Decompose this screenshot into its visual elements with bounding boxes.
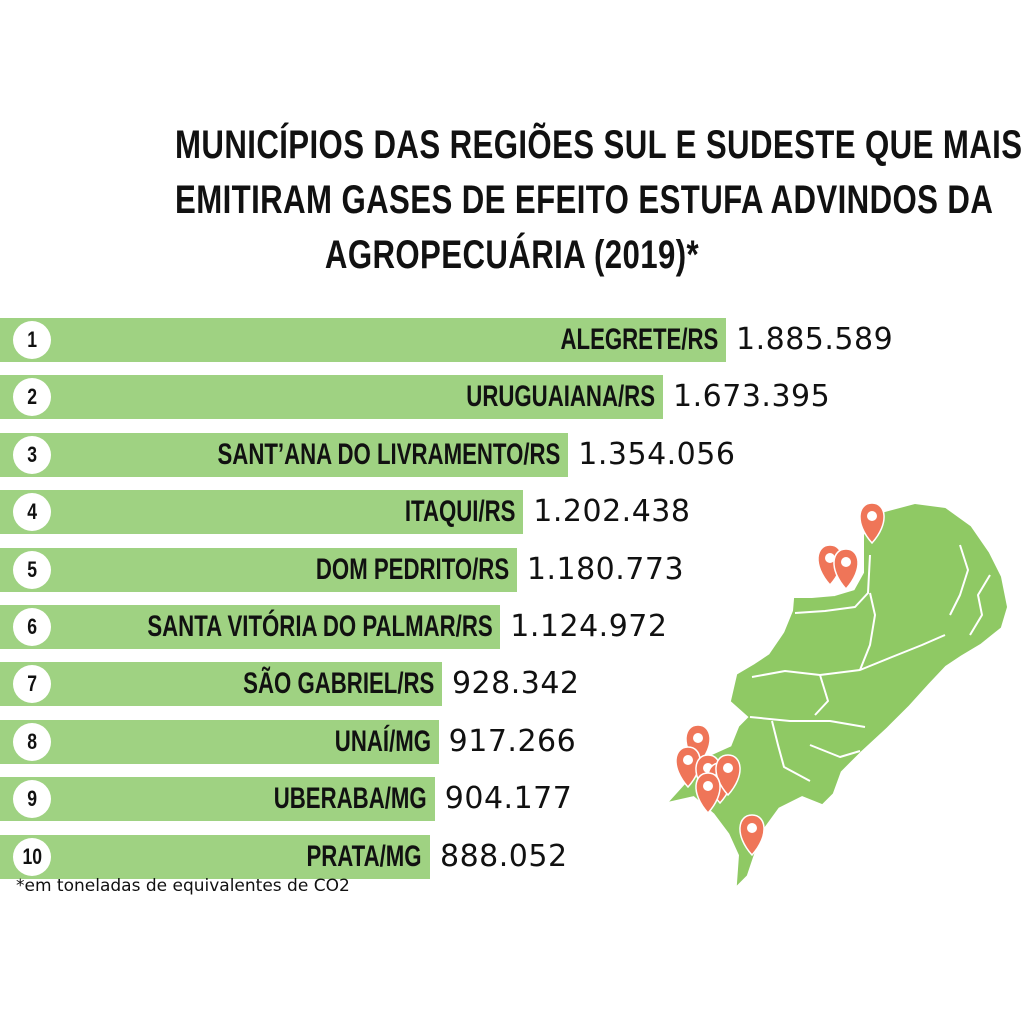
bar: [0, 490, 524, 535]
rank-number: 2: [27, 384, 37, 410]
bar-row: 2 URUGUAIANA/RS 1.673.395: [0, 375, 1024, 420]
rank-badge: 6: [13, 608, 51, 646]
map-pins: [675, 502, 885, 857]
pin-dot: [683, 755, 693, 765]
rank-number: 1: [27, 327, 37, 352]
rank-number: 3: [27, 441, 37, 467]
bar-row: 6 SANTA VITÓRIA DO PALMAR/RS 1.124.972: [0, 605, 1024, 649]
bar: [0, 834, 430, 879]
rank-number: 10: [22, 843, 42, 869]
chart-title: MUNICÍPIOS DAS REGIÕES SUL E SUDESTE QUE…: [175, 118, 1023, 283]
pin-dot: [747, 823, 757, 833]
bar: [0, 662, 442, 707]
bar: [0, 318, 726, 362]
rank-number: 9: [27, 786, 37, 812]
bar: [0, 719, 439, 764]
bar-row: 1 ALEGRETE/RS 1.885.589: [0, 318, 1024, 362]
rank-badge: 1: [13, 321, 51, 359]
rank-badge: 8: [13, 722, 51, 761]
rank-badge: 7: [13, 665, 51, 704]
location-pin-icon: [739, 814, 765, 857]
bar-chart: 1 ALEGRETE/RS 1.885.589 2 URUGUAIANA/RS 1.673…: [0, 310, 1024, 880]
rank-number: 7: [27, 671, 37, 697]
bar-row: 7 SÃO GABRIEL/RS 928.342: [0, 662, 1024, 707]
category-label: SANT’ANA DO LIVRAMENTO/RS: [217, 437, 561, 471]
rank-number: 5: [27, 556, 37, 582]
value-label: 1.124.972: [510, 609, 668, 644]
category-label: ALEGRETE/RS: [560, 323, 718, 356]
bar: [0, 605, 501, 649]
pin-dot: [825, 553, 835, 563]
category-label: ITAQUI/RS: [404, 495, 516, 529]
rank-badge: 4: [13, 493, 51, 532]
title-line-1: MUNICÍPIOS DAS REGIÕES SUL E SUDESTE QUE…: [175, 123, 1023, 167]
bar-row: 8 UNAÍ/MG 917.266: [0, 719, 1024, 764]
value-label: 917.266: [448, 723, 577, 759]
value-label: 904.177: [444, 781, 573, 817]
title-line-3: AGROPECUÁRIA (2019)*: [324, 233, 700, 277]
title-line-2: EMITIRAM GASES DE EFEITO ESTUFA ADVINDOS…: [175, 178, 994, 222]
bar: [0, 375, 664, 420]
location-pin-icon: [833, 548, 859, 591]
rank-badge: 10: [13, 837, 51, 876]
category-label: SANTA VITÓRIA DO PALMAR/RS: [146, 610, 493, 643]
footnote: *em toneladas de equivalentes de CO2: [16, 876, 350, 896]
category-label: UNAÍ/MG: [334, 724, 431, 758]
bar: [0, 777, 435, 822]
category-label: DOM PEDRITO/RS: [315, 552, 509, 586]
value-label: 888.052: [440, 838, 568, 874]
category-label: PRATA/MG: [306, 839, 422, 873]
state-borders: [749, 544, 991, 782]
pin-dot: [723, 763, 733, 773]
map-region-shape: [669, 503, 1008, 886]
pin-dot: [867, 511, 877, 521]
pin-dot: [703, 781, 713, 791]
location-pin-icon: [695, 772, 721, 815]
value-label: 1.885.589: [736, 322, 894, 357]
rank-badge: 2: [13, 378, 51, 417]
bar: [0, 432, 569, 477]
category-label: URUGUAIANA/RS: [466, 380, 656, 414]
value-label: 1.180.773: [526, 551, 685, 587]
category-label: UBERABA/MG: [273, 782, 427, 816]
rank-badge: 3: [13, 435, 51, 474]
bar-row: 9 UBERABA/MG 904.177: [0, 777, 1024, 822]
rank-number: 8: [27, 728, 37, 754]
rank-number: 4: [27, 499, 37, 525]
bar: [0, 547, 517, 592]
bar-row: 3 SANT’ANA DO LIVRAMENTO/RS 1.354.056: [0, 432, 1024, 477]
rank-badge: 5: [13, 550, 51, 589]
pin-dot: [693, 733, 703, 743]
bar-row: 10 PRATA/MG 888.052: [0, 834, 1024, 879]
south-southeast-brazil-map: [669, 502, 1008, 886]
location-pin-icon: [859, 502, 885, 545]
rank-badge: 9: [13, 780, 51, 819]
bar-row: 4 ITAQUI/RS 1.202.438: [0, 490, 1024, 535]
value-label: 1.673.395: [673, 379, 831, 415]
value-label: 1.354.056: [578, 436, 736, 472]
value-label: 928.342: [451, 666, 580, 702]
value-label: 1.202.438: [533, 494, 691, 530]
bar-row: 5 DOM PEDRITO/RS 1.180.773: [0, 547, 1024, 592]
rank-number: 6: [27, 614, 37, 639]
pin-dot: [841, 557, 851, 567]
category-label: SÃO GABRIEL/RS: [242, 667, 434, 701]
